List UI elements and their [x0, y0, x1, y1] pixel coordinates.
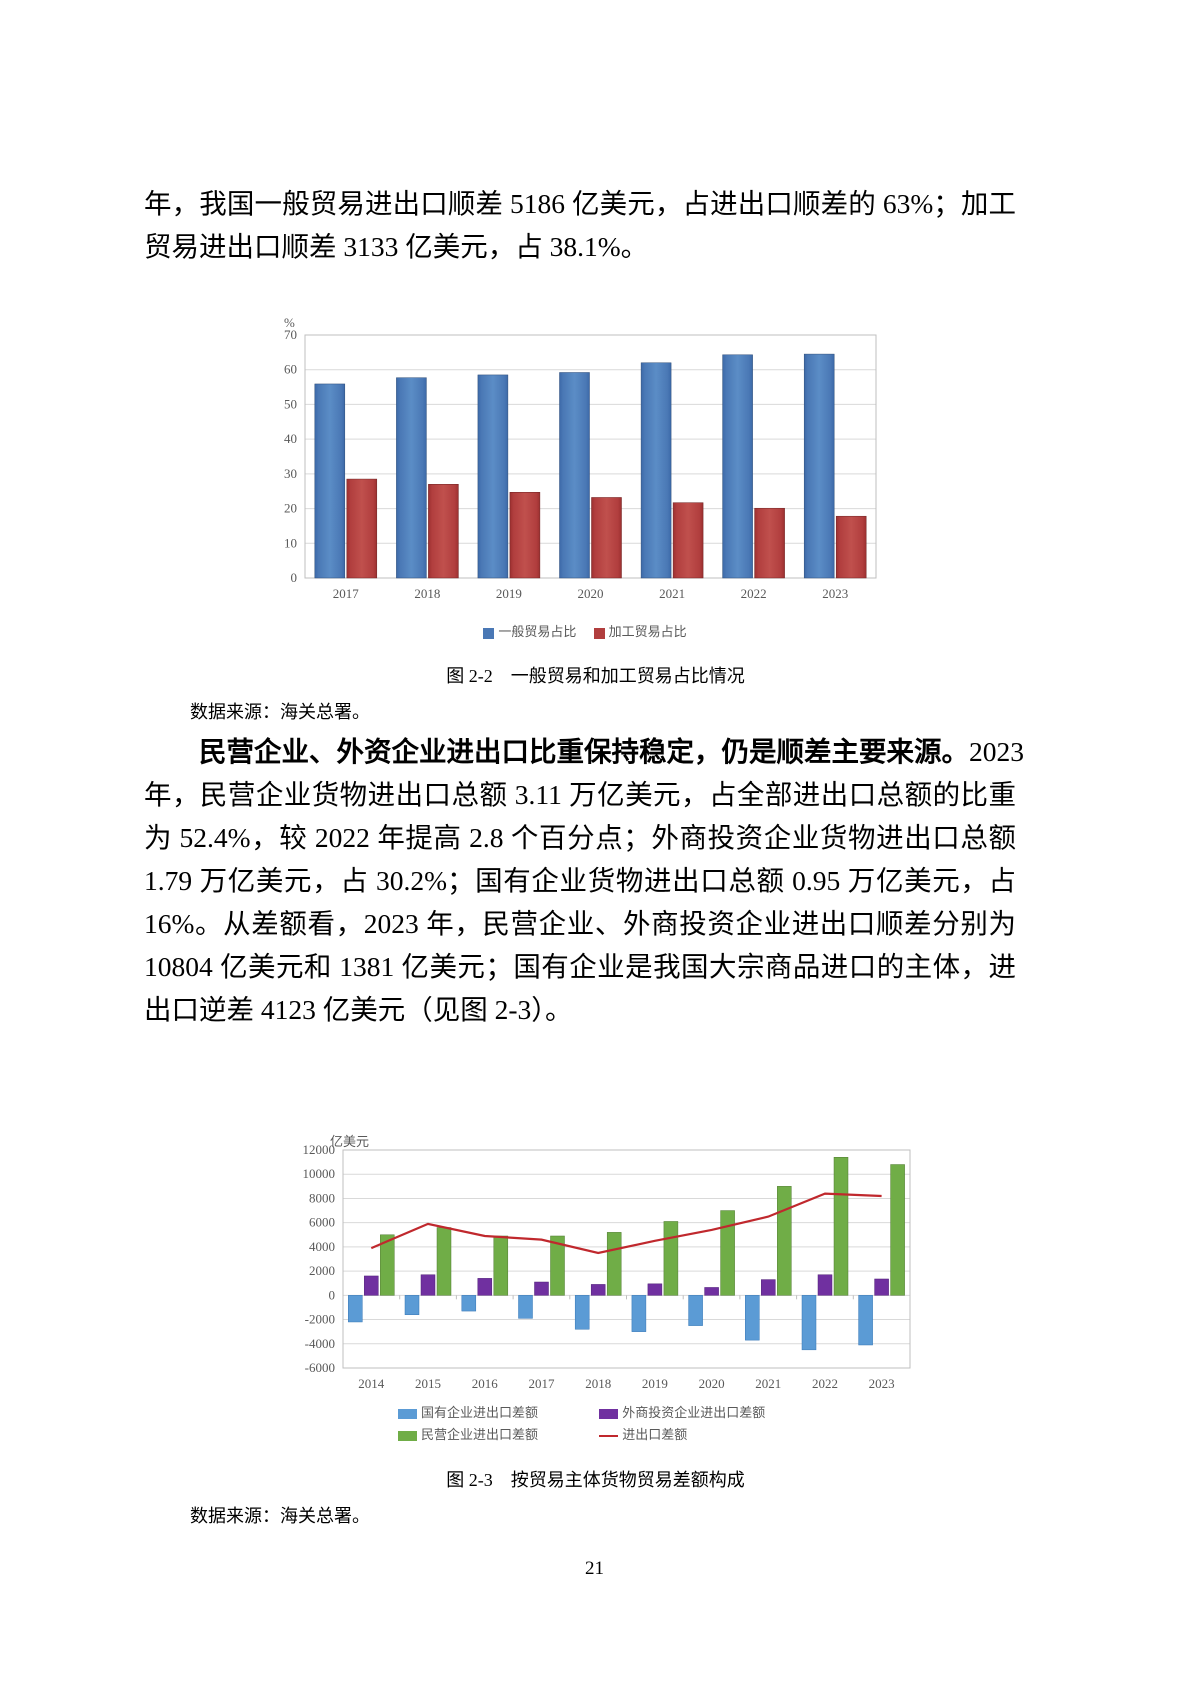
svg-text:10: 10 — [284, 535, 297, 550]
svg-text:2023: 2023 — [869, 1376, 895, 1391]
svg-text:2019: 2019 — [642, 1376, 668, 1391]
svg-text:20: 20 — [284, 501, 297, 516]
svg-text:10000: 10000 — [303, 1166, 336, 1181]
svg-text:2020: 2020 — [578, 586, 604, 601]
svg-text:60: 60 — [284, 362, 297, 377]
svg-text:4000: 4000 — [309, 1239, 335, 1254]
svg-text:2021: 2021 — [659, 586, 685, 601]
svg-text:0: 0 — [291, 570, 298, 585]
svg-text:%: % — [284, 315, 295, 330]
svg-text:2022: 2022 — [741, 586, 767, 601]
svg-text:2018: 2018 — [585, 1376, 611, 1391]
svg-text:2017: 2017 — [333, 586, 360, 601]
svg-text:2022: 2022 — [812, 1376, 838, 1391]
svg-text:2023: 2023 — [822, 586, 848, 601]
svg-text:8000: 8000 — [309, 1190, 335, 1205]
svg-text:2018: 2018 — [414, 586, 440, 601]
svg-text:-6000: -6000 — [305, 1360, 335, 1375]
svg-text:2016: 2016 — [472, 1376, 499, 1391]
svg-text:-2000: -2000 — [305, 1312, 335, 1327]
svg-text:40: 40 — [284, 431, 297, 446]
svg-text:2019: 2019 — [496, 586, 522, 601]
svg-text:2000: 2000 — [309, 1263, 335, 1278]
svg-text:30: 30 — [284, 466, 297, 481]
svg-text:2017: 2017 — [529, 1376, 556, 1391]
svg-text:6000: 6000 — [309, 1215, 335, 1230]
svg-text:50: 50 — [284, 396, 297, 411]
svg-text:2021: 2021 — [755, 1376, 781, 1391]
svg-text:2015: 2015 — [415, 1376, 441, 1391]
svg-text:2020: 2020 — [699, 1376, 725, 1391]
svg-text:-4000: -4000 — [305, 1336, 335, 1351]
svg-text:0: 0 — [329, 1287, 336, 1302]
svg-text:2014: 2014 — [358, 1376, 385, 1391]
